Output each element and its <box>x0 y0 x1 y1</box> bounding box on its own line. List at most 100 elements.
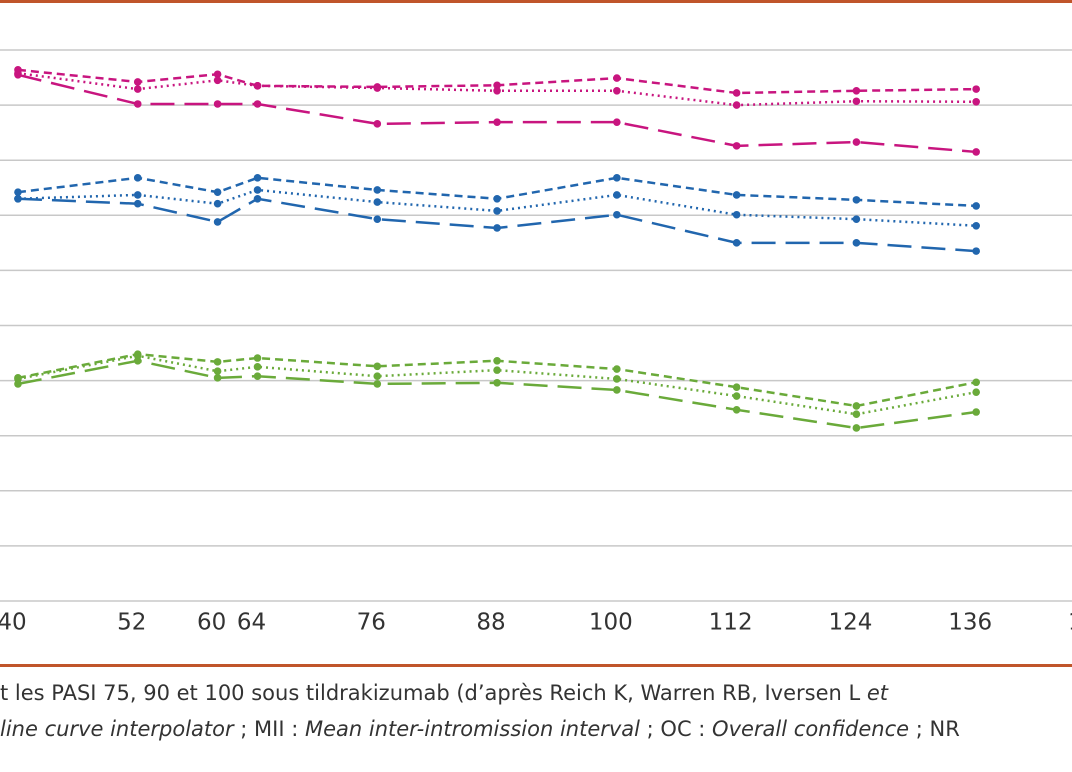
data-point <box>373 215 382 223</box>
caption-segment: ; MII : <box>234 717 305 741</box>
data-point <box>253 174 262 182</box>
data-point <box>373 84 382 92</box>
x-tick-label: 100 <box>589 610 633 636</box>
data-point <box>253 194 262 203</box>
data-point <box>852 86 861 95</box>
data-point <box>852 97 861 106</box>
data-point <box>213 218 222 226</box>
bottom-rule <box>0 664 1072 667</box>
series-line <box>17 73 977 154</box>
data-point <box>852 424 861 432</box>
data-point <box>493 86 501 95</box>
data-point <box>493 81 501 90</box>
caption-segment: Overall confidence <box>712 717 909 741</box>
data-point <box>213 358 222 366</box>
data-point <box>613 74 621 82</box>
data-point <box>732 142 741 150</box>
data-point <box>732 392 741 400</box>
data-point <box>253 186 262 194</box>
data-point <box>213 76 222 85</box>
series-line <box>17 176 977 208</box>
data-point <box>133 85 142 93</box>
data-point <box>852 239 861 247</box>
data-point <box>972 97 980 106</box>
data-point <box>613 191 621 199</box>
data-point <box>373 380 382 388</box>
data-point <box>732 239 741 247</box>
data-point <box>253 363 262 371</box>
series-line <box>17 359 977 430</box>
data-point <box>852 402 861 410</box>
data-point <box>852 196 861 204</box>
data-point <box>972 388 980 396</box>
data-point <box>613 386 621 394</box>
data-point <box>373 186 382 194</box>
data-point <box>493 207 501 215</box>
data-point <box>373 198 382 206</box>
data-point <box>493 379 501 387</box>
data-point <box>493 356 501 365</box>
data-point <box>253 82 262 90</box>
caption-segment: ; OC : <box>640 717 712 741</box>
data-point <box>852 410 861 419</box>
data-point <box>972 378 980 387</box>
data-point <box>493 118 501 126</box>
data-point <box>14 380 22 388</box>
caption-segment: ; NR <box>909 717 960 741</box>
data-point <box>373 372 382 380</box>
data-point <box>852 215 861 223</box>
data-point <box>972 408 980 416</box>
x-tick-label: 52 <box>117 610 146 636</box>
data-point <box>732 101 741 109</box>
data-point <box>732 383 741 392</box>
data-point <box>373 362 382 371</box>
data-point <box>14 188 22 196</box>
top-rule <box>0 0 1072 3</box>
x-tick-label: 64 <box>237 610 266 636</box>
caption-segment: et <box>867 681 889 705</box>
data-point <box>493 366 501 374</box>
x-tick-label: 76 <box>357 610 386 636</box>
data-point <box>133 100 142 108</box>
x-tick-label: 148 <box>1068 610 1072 636</box>
x-tick-label: 112 <box>709 610 753 636</box>
data-point <box>133 78 142 86</box>
data-point <box>213 188 222 196</box>
data-point <box>972 85 980 93</box>
series-line <box>17 354 977 416</box>
data-point <box>972 247 980 255</box>
data-point <box>253 372 262 380</box>
data-point <box>972 221 980 230</box>
caption-segment: line curve interpolator <box>0 717 235 741</box>
x-tick-label: 124 <box>828 610 872 636</box>
data-point <box>972 202 980 210</box>
data-point <box>493 194 501 203</box>
data-point <box>613 174 621 182</box>
caption-segment: Mean inter-intromission interval <box>305 717 640 741</box>
data-point <box>213 100 222 108</box>
series-line <box>17 71 977 107</box>
data-point <box>732 406 741 414</box>
data-point <box>133 356 142 365</box>
x-tick-label: 88 <box>476 610 505 636</box>
x-tick-label: 40 <box>0 610 27 636</box>
data-point <box>732 210 741 219</box>
data-point <box>613 210 621 219</box>
data-point <box>213 367 222 376</box>
caption-line: line curve interpolator ; MII : Mean int… <box>0 717 960 741</box>
data-point <box>613 365 621 373</box>
series-line <box>17 68 977 95</box>
data-point <box>493 224 501 232</box>
data-point <box>373 120 382 128</box>
data-point <box>613 375 621 383</box>
data-point <box>213 374 222 382</box>
data-point <box>613 118 621 126</box>
data-point <box>14 70 22 79</box>
data-point <box>613 86 621 95</box>
data-point <box>253 100 262 108</box>
data-point <box>852 138 861 146</box>
data-point <box>972 148 980 156</box>
data-point <box>213 70 222 79</box>
data-point <box>133 191 142 199</box>
